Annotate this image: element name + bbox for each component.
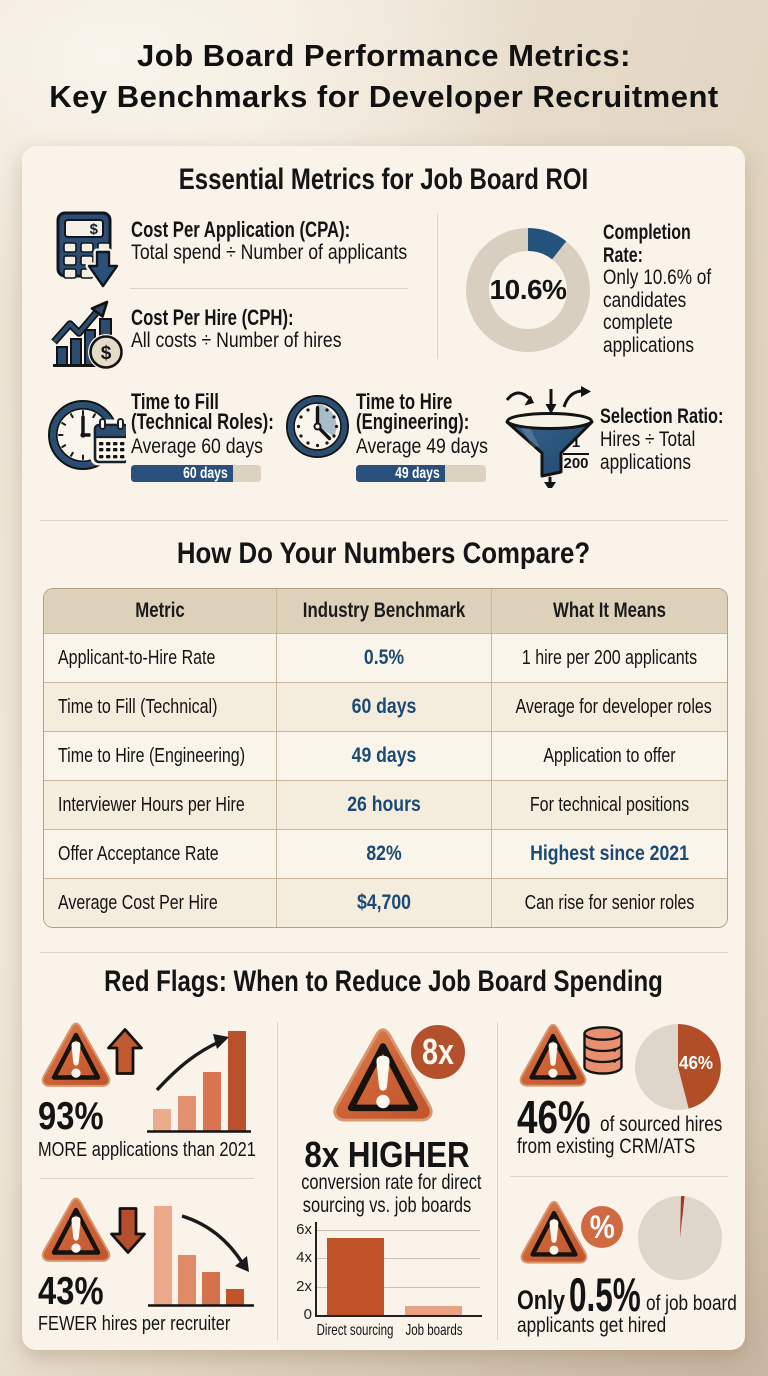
svg-text:10.6%: 10.6% [490,274,567,305]
svg-text:$: $ [90,221,99,238]
svg-text:46%: 46% [679,1053,713,1073]
svg-text:$: $ [101,343,112,364]
